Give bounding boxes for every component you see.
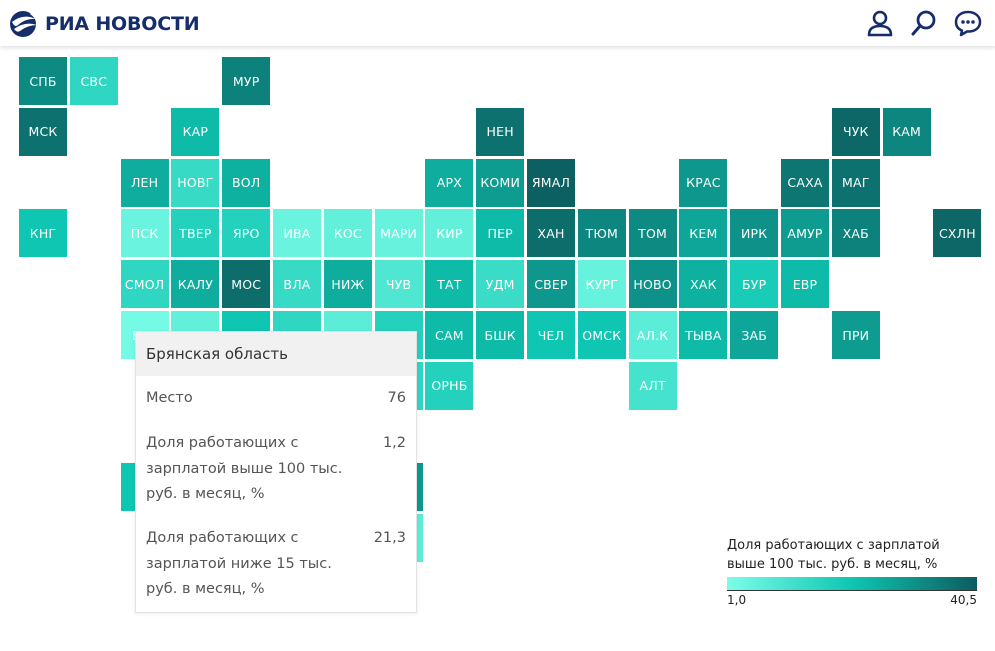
tooltip-row-label: Доля работающих с зарплатой ниже 15 тыс.… [146,530,332,597]
region-cell[interactable]: КАР [171,107,220,156]
tooltip-row-value: 1,2 [382,435,406,451]
region-cell[interactable]: ПЕР [476,209,525,258]
region-cell[interactable]: НОВГ [171,158,220,207]
region-cell[interactable]: МАРИ [374,209,423,258]
region-cell[interactable]: СПБ [19,57,67,105]
region-cell[interactable]: ПСК [120,209,169,258]
region-cell[interactable]: ЯРО [222,209,271,258]
region-cell[interactable]: КАЛУ [171,260,220,309]
region-cell[interactable]: АЛ.К [628,311,677,359]
region-cell[interactable]: НЕН [476,107,525,156]
region-cell[interactable]: ИРК [730,209,779,258]
region-cell[interactable]: МСК [19,107,67,156]
color-legend: Доля работающих с зарплатой выше 100 тыс… [727,536,977,611]
region-cell[interactable]: КНГ [19,209,67,258]
region-cell[interactable]: АРХ [425,158,474,207]
region-cell[interactable]: МУР [222,57,271,105]
tooltip-row-label: Место [146,390,193,406]
region-cell[interactable]: БШК [476,311,525,359]
region-cell[interactable]: ИВА [273,209,321,258]
tooltip-row-value: 76 [387,390,406,406]
region-cell[interactable]: ЧУК [831,107,880,156]
region-cell[interactable]: ЕВР [781,260,829,309]
tooltip-title: Брянская область [136,332,416,376]
legend-max-label: 40,5 [950,593,977,607]
region-cell[interactable]: ЗАБ [730,311,779,359]
legend-ticks: 1,0 40,5 [727,593,977,611]
region-cell[interactable]: КЕМ [679,209,728,258]
region-cell[interactable]: ВОЛ [222,158,271,207]
region-cell[interactable]: ПРИ [831,311,880,359]
region-cell[interactable]: ХАБ [831,209,880,258]
tooltip-row-value: 21,3 [373,530,406,546]
region-cell[interactable]: ТЫВА [679,311,728,359]
region-cell[interactable]: КРАС [679,158,728,207]
region-cell[interactable]: УДМ [476,260,525,309]
region-cell[interactable]: НИЖ [323,260,372,309]
region-cell[interactable]: МАГ [831,158,880,207]
globe-logo-icon [10,11,39,37]
region-cell[interactable]: КИР [425,209,474,258]
region-cell[interactable]: ВЛА [273,260,321,309]
region-cell[interactable]: ТОМ [628,209,677,258]
region-cell[interactable]: НОВО [628,260,677,309]
region-cell[interactable]: САХА [781,158,829,207]
region-cell[interactable]: АМУР [781,209,829,258]
region-cell[interactable]: ОМСК [577,311,626,359]
region-cell[interactable]: КОМИ [476,158,525,207]
region-tooltip: Брянская область Место 76 Доля работающи… [135,331,417,613]
region-cell[interactable]: ТАТ [425,260,474,309]
region-cell[interactable]: СВС [69,57,118,105]
region-cell[interactable]: ЯМАЛ [527,158,575,207]
region-cell[interactable]: ОРНБ [425,361,474,410]
search-icon[interactable] [910,9,938,37]
region-cell[interactable]: ТЮМ [577,209,626,258]
site-header: РИА НОВОСТИ [0,0,995,46]
region-cell[interactable]: СВЕР [527,260,575,309]
region-cell[interactable]: АЛТ [628,361,677,410]
region-cell[interactable]: ТВЕР [171,209,220,258]
region-cell[interactable]: ЧУВ [374,260,423,309]
tooltip-row-high-salary: Доля работающих с зарплатой выше 100 тыс… [146,431,406,508]
tooltip-row-label: Доля работающих с зарплатой выше 100 тыс… [146,435,343,502]
region-cell[interactable]: САМ [425,311,474,359]
user-icon[interactable] [866,9,894,37]
region-cell[interactable]: СМОЛ [120,260,169,309]
region-cell[interactable]: КАМ [882,107,931,156]
ria-logo[interactable]: РИА НОВОСТИ [8,9,200,39]
region-cell[interactable]: БУР [730,260,779,309]
region-cell[interactable]: ЧЕЛ [527,311,575,359]
region-cell[interactable]: ЛЕН [120,158,169,207]
chat-icon[interactable] [954,9,982,37]
region-cell[interactable]: ХАК [679,260,728,309]
logo-text: РИА НОВОСТИ [45,13,200,35]
region-cell[interactable]: КОС [323,209,372,258]
legend-title: Доля работающих с зарплатой выше 100 тыс… [727,538,940,572]
region-cell[interactable]: КУРГ [577,260,626,309]
tooltip-row-low-salary: Доля работающих с зарплатой ниже 15 тыс.… [146,526,406,603]
region-cell[interactable]: МОС [222,260,271,309]
tooltip-row-rank: Место 76 [146,386,406,412]
region-cell[interactable]: СХЛН [933,209,982,258]
legend-min-label: 1,0 [727,593,747,607]
region-cell[interactable]: ХАН [527,209,575,258]
legend-gradient-bar [727,577,977,591]
